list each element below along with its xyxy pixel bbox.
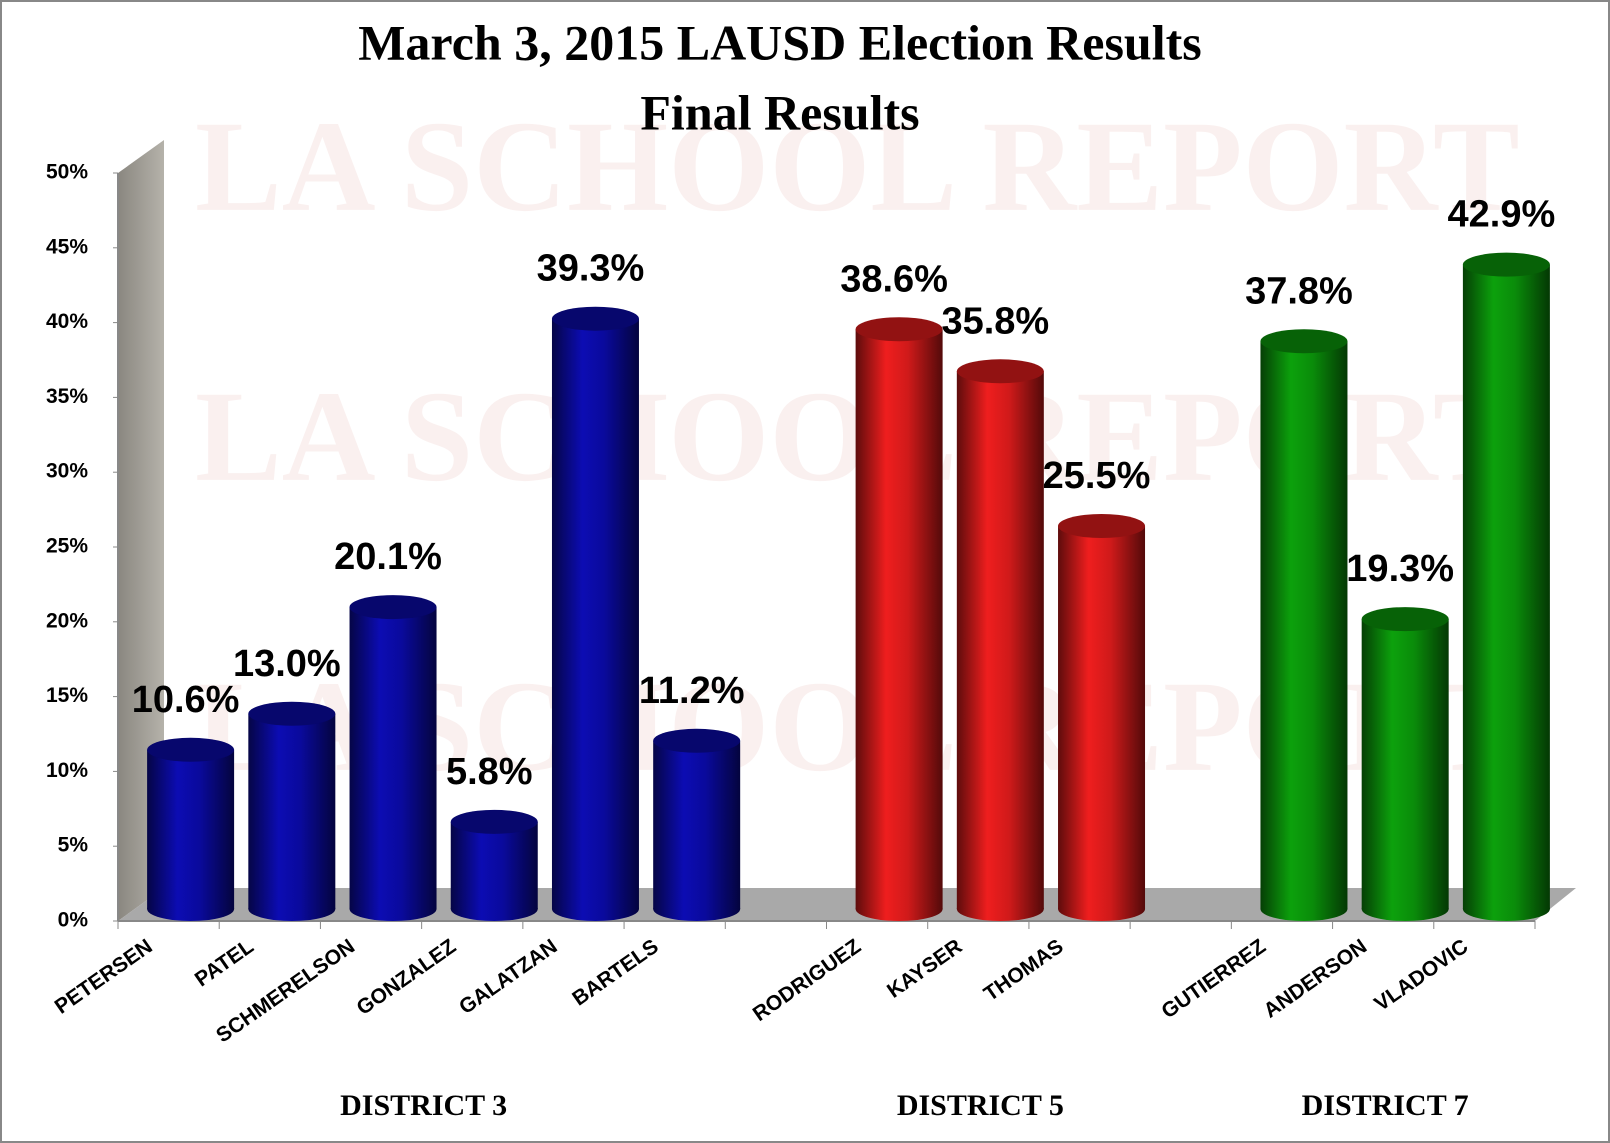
value-label: 13.0% [233, 643, 341, 685]
value-label: 25.5% [1043, 455, 1151, 497]
value-label: 38.6% [840, 258, 948, 300]
bar [653, 740, 741, 909]
y-tick-label: 15% [46, 684, 88, 707]
bar [1361, 619, 1449, 909]
y-tick-label: 25% [46, 535, 88, 558]
y-tick-label: 0% [58, 909, 89, 932]
value-label: 42.9% [1448, 194, 1556, 236]
watermark: LA SCHOOL REPORT [195, 95, 1520, 239]
chart-subtitle: Final Results [640, 84, 919, 140]
y-tick-label: 40% [46, 310, 88, 333]
y-tick-label: 45% [46, 235, 88, 258]
bar-top [147, 737, 235, 762]
bar [248, 713, 336, 909]
group-label: DISTRICT 3 [340, 1089, 507, 1122]
bar [855, 329, 943, 909]
bar-top [653, 728, 741, 753]
bar-top [855, 317, 943, 342]
y-tick-label: 10% [46, 759, 88, 782]
group-label: DISTRICT 5 [897, 1089, 1064, 1122]
bar-top [1361, 607, 1449, 632]
value-label: 5.8% [446, 751, 533, 793]
value-label: 11.2% [639, 670, 745, 712]
side-wall [118, 140, 164, 921]
bar [147, 749, 235, 909]
chart-title: March 3, 2015 LAUSD Election Results [358, 14, 1202, 70]
value-label: 10.6% [132, 679, 240, 721]
bar [956, 371, 1044, 909]
bar-top [1058, 513, 1146, 538]
value-label: 37.8% [1245, 270, 1353, 312]
y-tick-label: 35% [46, 385, 88, 408]
value-label: 20.1% [334, 536, 442, 578]
bar [450, 821, 538, 909]
bar [349, 607, 437, 909]
bar [1058, 525, 1146, 909]
group-label: DISTRICT 7 [1302, 1089, 1469, 1122]
bar-top [956, 359, 1044, 384]
y-tick-label: 30% [46, 460, 88, 483]
bar-top [450, 809, 538, 834]
y-tick-label: 50% [46, 161, 88, 184]
bar-top [349, 595, 437, 620]
bar-top [1462, 252, 1550, 277]
y-tick-label: 20% [46, 609, 88, 632]
bar-top [248, 701, 336, 726]
bar [551, 318, 639, 909]
bar [1260, 341, 1348, 909]
value-label: 19.3% [1346, 548, 1454, 590]
bar [1462, 264, 1550, 910]
y-tick-label: 5% [58, 834, 89, 857]
value-label: 35.8% [941, 300, 1049, 342]
bar-top [551, 306, 639, 331]
bar-top [1260, 329, 1348, 354]
value-label: 39.3% [537, 248, 645, 290]
floor [118, 888, 1576, 921]
